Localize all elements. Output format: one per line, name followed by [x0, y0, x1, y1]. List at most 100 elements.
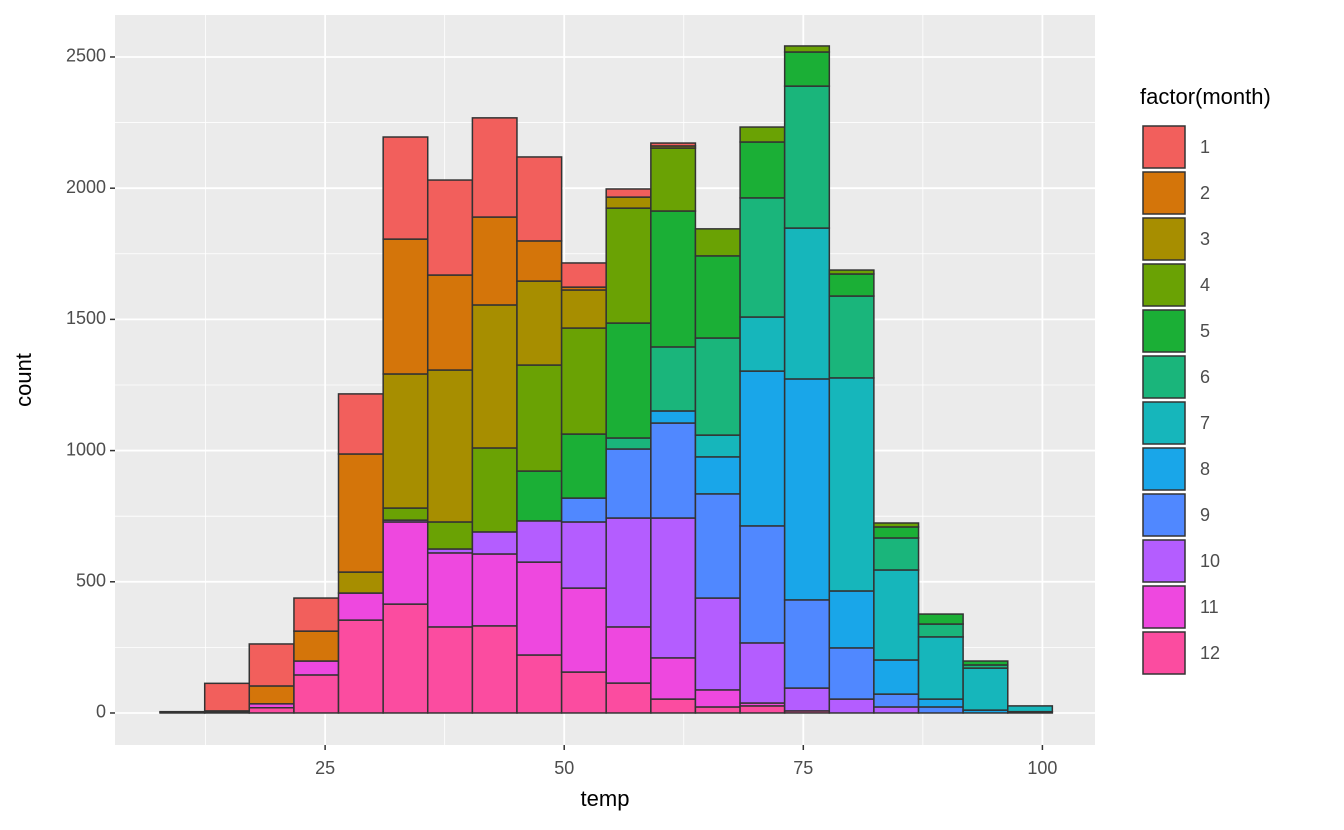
bar-segment — [605, 207, 652, 324]
bar-segment — [337, 571, 384, 594]
bar-segment — [516, 561, 563, 656]
bar-segment — [471, 531, 518, 555]
bar-segment — [382, 373, 429, 509]
bar-segment — [739, 705, 786, 714]
bar-segment — [694, 434, 741, 458]
y-axis-title: count — [11, 353, 36, 407]
x-tick-label: 50 — [554, 758, 574, 778]
x-tick-label: 25 — [315, 758, 335, 778]
bar-segment — [873, 569, 920, 661]
bar-segment — [471, 447, 518, 533]
bar-segment — [560, 289, 607, 329]
bar-segment — [694, 597, 741, 691]
bar-segment — [917, 698, 964, 708]
bar-segment — [516, 364, 563, 472]
bar-segment — [471, 625, 518, 714]
bar-segment — [650, 657, 697, 700]
legend-key — [1142, 171, 1186, 215]
y-tick-label: 2000 — [66, 177, 106, 197]
bar-segment — [382, 521, 429, 605]
legend-label: 2 — [1200, 183, 1210, 203]
bar-segment — [159, 710, 206, 713]
bar-segment — [783, 51, 831, 87]
bar-segment — [382, 136, 429, 240]
bar-segment — [739, 197, 786, 318]
bar-segment — [694, 255, 741, 339]
bar-segment — [293, 597, 340, 632]
bar-segment — [828, 698, 875, 714]
x-tick-label: 75 — [793, 758, 813, 778]
bar-segment — [560, 497, 607, 523]
bar-segment — [917, 623, 964, 638]
bar-segment — [873, 526, 920, 539]
bar-segment — [739, 126, 786, 143]
legend-label: 11 — [1200, 597, 1219, 617]
bar-segment — [694, 337, 741, 436]
bar-segment — [382, 507, 429, 521]
bar-segment — [382, 603, 429, 714]
bar-segment — [873, 706, 920, 714]
bar-segment — [783, 45, 831, 53]
bar-segment — [873, 659, 920, 695]
bar-segment — [739, 525, 786, 644]
bar-segment — [471, 553, 518, 627]
bar-segment — [783, 687, 831, 712]
bar-segment — [560, 433, 607, 499]
bar-segment — [426, 179, 474, 276]
legend-label: 1 — [1200, 137, 1210, 157]
bar-segment — [293, 674, 340, 714]
bar-segment — [426, 626, 474, 714]
bar-segment — [516, 280, 563, 366]
bar-segment — [560, 521, 607, 589]
bar-segment — [382, 238, 429, 375]
bar-segment — [828, 647, 875, 700]
legend-key — [1142, 447, 1186, 491]
bar-segment — [605, 517, 652, 628]
legend-key — [1142, 263, 1186, 307]
bar-segment — [560, 327, 607, 435]
bar-segment — [739, 370, 786, 527]
bar-segment — [426, 274, 474, 371]
bar-segment — [471, 216, 518, 306]
legend-label: 4 — [1200, 275, 1210, 295]
bar-segment — [248, 706, 295, 714]
x-axis-title: temp — [581, 786, 630, 811]
bar-segment — [917, 613, 964, 625]
bar-segment — [560, 262, 607, 288]
y-tick-label: 500 — [76, 571, 106, 591]
bar-segment — [962, 660, 1009, 666]
legend-label: 5 — [1200, 321, 1210, 341]
bar-segment — [694, 493, 741, 599]
bar-segment — [516, 240, 563, 282]
bar-segment — [783, 85, 831, 229]
bar-segment — [605, 188, 652, 198]
bar-segment — [1007, 705, 1054, 713]
legend-label: 10 — [1200, 551, 1220, 571]
bar-segment — [739, 316, 786, 372]
legend-key — [1142, 217, 1186, 261]
y-tick-label: 1500 — [66, 308, 106, 328]
bar-segment — [516, 470, 563, 522]
bar-segment — [426, 552, 474, 628]
legend-label: 7 — [1200, 413, 1210, 433]
legend-label: 9 — [1200, 505, 1210, 525]
x-tick-label: 100 — [1027, 758, 1057, 778]
bar-segment — [873, 693, 920, 708]
bar-segment — [650, 210, 697, 348]
bar-segment — [694, 228, 741, 257]
legend-key — [1142, 631, 1186, 675]
bar-segment — [605, 196, 652, 209]
y-tick-label: 1000 — [66, 439, 106, 459]
bar-segment — [605, 626, 652, 684]
bar-segment — [828, 273, 875, 297]
bar-segment — [650, 410, 697, 424]
bar-segment — [471, 117, 518, 218]
legend-title: factor(month) — [1140, 84, 1271, 109]
bar-segment — [917, 636, 964, 700]
legend-key — [1142, 585, 1186, 629]
bar-segment — [650, 346, 697, 412]
legend-key — [1142, 401, 1186, 445]
bar-segment — [560, 671, 607, 714]
bar-segment — [828, 590, 875, 649]
